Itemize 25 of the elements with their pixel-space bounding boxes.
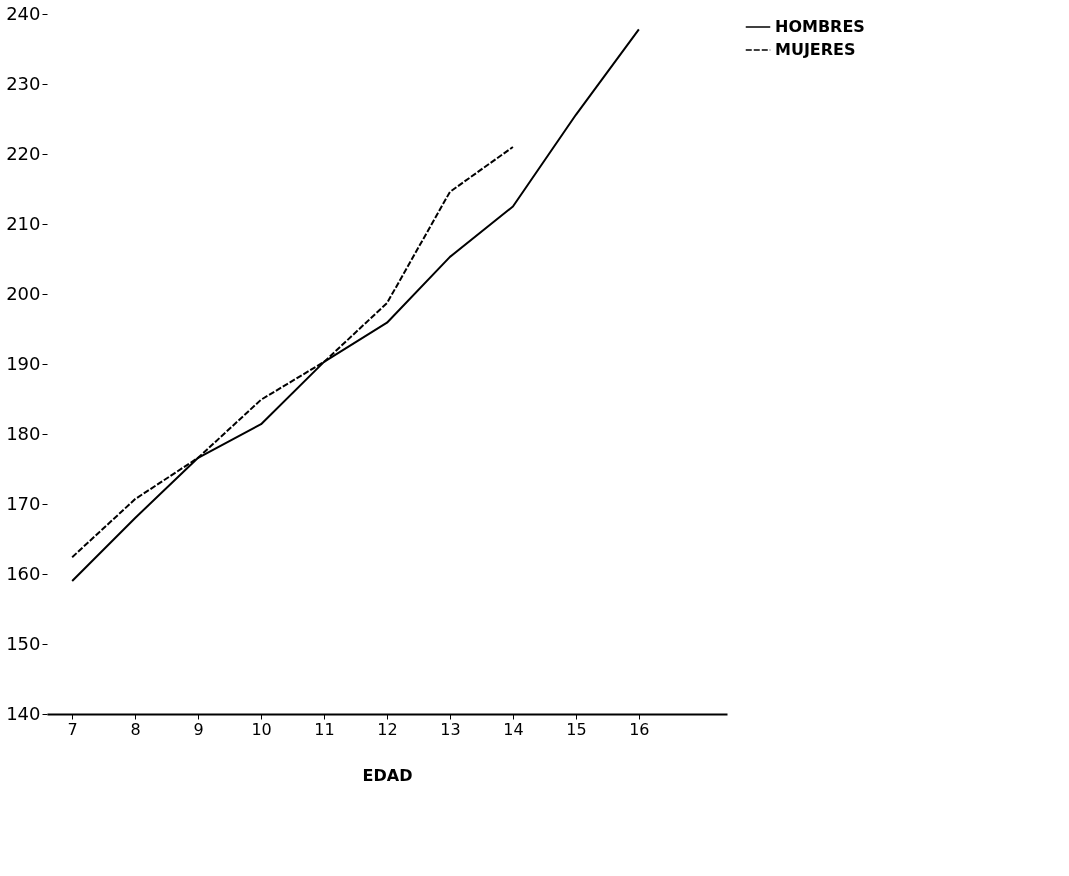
y-tick-label: 170 bbox=[6, 492, 41, 514]
y-tick-label: 220 bbox=[6, 142, 41, 164]
y-tick-label: 230 bbox=[6, 72, 41, 94]
x-tick-label: 9 bbox=[193, 719, 204, 739]
x-tick-label: 7 bbox=[67, 719, 78, 739]
y-tick-label: 200 bbox=[6, 282, 41, 304]
x-tick-label: 8 bbox=[130, 719, 141, 739]
x-tick-label: 10 bbox=[251, 719, 272, 739]
y-tick-label: 190 bbox=[6, 352, 41, 374]
y-tick-label: 160 bbox=[6, 562, 41, 584]
x-tick-label: 13 bbox=[440, 719, 461, 739]
x-tick-label: 12 bbox=[377, 719, 398, 739]
legend-label: HOMBRES bbox=[775, 17, 865, 36]
x-axis-title: EDAD bbox=[362, 765, 413, 785]
line-series bbox=[71, 28, 640, 582]
y-tick-label: 140 bbox=[6, 702, 41, 724]
y-tick-label: 240 bbox=[6, 2, 41, 24]
y-tick-label: 180 bbox=[6, 422, 41, 444]
y-tick-label: 210 bbox=[6, 212, 41, 234]
x-tick-label: 11 bbox=[314, 719, 335, 739]
x-tick-label: 14 bbox=[503, 719, 524, 739]
x-tick-label: 15 bbox=[566, 719, 587, 739]
x-tick-label: 16 bbox=[629, 719, 650, 739]
legend-label: MUJERES bbox=[775, 40, 856, 59]
y-tick-label: 150 bbox=[6, 632, 41, 654]
